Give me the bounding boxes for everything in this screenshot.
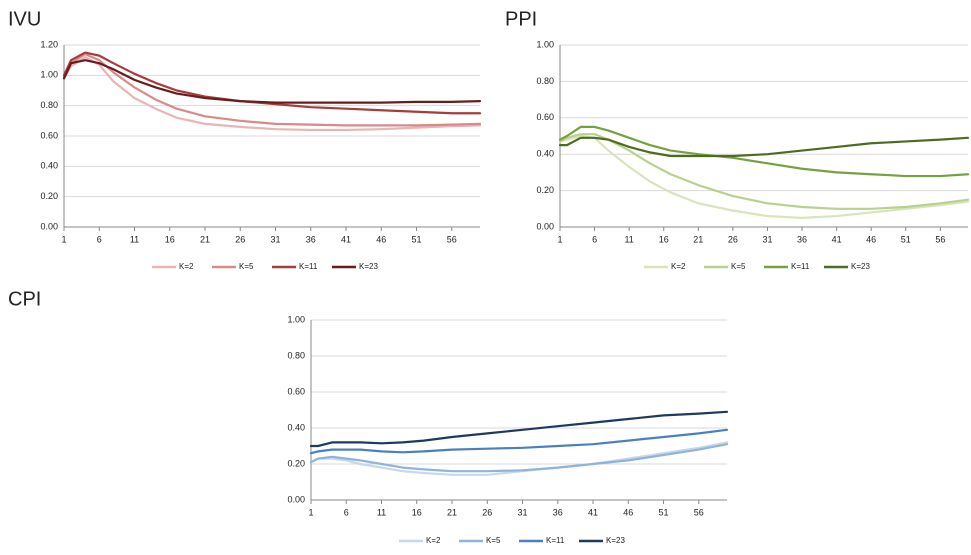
chart-title: CPI — [8, 288, 41, 310]
legend-label: K=5 — [239, 262, 254, 271]
x-tick-label: 41 — [832, 234, 842, 244]
x-tick-label: 6 — [97, 234, 102, 244]
chart-title: PPI — [505, 8, 537, 30]
y-tick-label: 0.40 — [536, 149, 554, 159]
x-tick-label: 31 — [518, 507, 528, 517]
x-tick-label: 1 — [61, 234, 66, 244]
legend-label: K=2 — [671, 262, 686, 271]
x-tick-label: 46 — [866, 234, 876, 244]
x-tick-label: 11 — [130, 234, 139, 244]
legend-label: K=23 — [359, 262, 378, 271]
x-tick-label: 51 — [659, 507, 669, 517]
x-tick-label: 1 — [557, 234, 562, 244]
x-tick-label: 36 — [553, 507, 563, 517]
series-line — [309, 410, 729, 448]
x-tick-label: 56 — [447, 234, 457, 244]
x-tick-label: 6 — [592, 234, 597, 244]
y-tick-label: 1.00 — [40, 70, 58, 80]
series-line — [62, 53, 482, 127]
x-tick-label: 11 — [377, 507, 386, 517]
y-tick-label: 0.20 — [287, 458, 305, 468]
y-tick-label: 1.20 — [40, 39, 58, 49]
y-tick-label: 0.00 — [40, 221, 58, 231]
y-tick-label: 0.40 — [40, 161, 58, 171]
series-line — [558, 125, 970, 178]
y-tick-label: 0.60 — [287, 386, 305, 396]
x-tick-label: 6 — [344, 507, 349, 517]
x-tick-label: 26 — [482, 507, 492, 517]
legend-label: K=11 — [299, 262, 318, 271]
x-tick-label: 51 — [901, 234, 911, 244]
x-tick-label: 56 — [935, 234, 945, 244]
x-tick-label: 16 — [659, 234, 669, 244]
series-line — [309, 428, 729, 455]
y-tick-label: 0.60 — [40, 130, 58, 140]
legend-label: K=2 — [179, 262, 194, 271]
y-tick-label: 0.60 — [536, 112, 554, 122]
x-tick-label: 26 — [235, 234, 245, 244]
y-tick-label: 0.40 — [287, 422, 305, 432]
legend-label: K=11 — [791, 262, 810, 271]
x-tick-label: 46 — [623, 507, 633, 517]
legend-label: K=23 — [851, 262, 870, 271]
y-tick-label: 0.00 — [536, 221, 554, 231]
x-tick-label: 46 — [376, 234, 386, 244]
x-tick-label: 21 — [200, 234, 210, 244]
x-tick-label: 16 — [412, 507, 422, 517]
y-tick-label: 0.00 — [287, 494, 305, 504]
y-tick-label: 0.20 — [40, 191, 58, 201]
x-tick-label: 36 — [797, 234, 807, 244]
x-tick-label: 1 — [308, 507, 313, 517]
series-line — [309, 443, 729, 473]
legend-label: K=5 — [731, 262, 746, 271]
x-tick-label: 11 — [624, 234, 633, 244]
series-line — [309, 441, 729, 476]
y-tick-label: 1.00 — [287, 314, 305, 324]
x-tick-label: 31 — [271, 234, 281, 244]
legend-label: K=5 — [486, 536, 501, 545]
series-line — [62, 59, 482, 104]
legend-label: K=2 — [426, 536, 441, 545]
chart-title: IVU — [8, 8, 41, 30]
x-tick-label: 51 — [412, 234, 422, 244]
y-tick-label: 0.80 — [287, 350, 305, 360]
series-line — [558, 136, 970, 158]
series-line — [62, 56, 482, 132]
x-tick-label: 36 — [306, 234, 316, 244]
legend-label: K=11 — [546, 536, 565, 545]
series-line — [62, 51, 482, 115]
y-tick-label: 0.20 — [536, 185, 554, 195]
x-tick-label: 31 — [762, 234, 772, 244]
series-line — [558, 133, 970, 210]
y-tick-label: 1.00 — [536, 39, 554, 49]
x-tick-label: 21 — [693, 234, 703, 244]
x-tick-label: 41 — [341, 234, 351, 244]
x-tick-label: 16 — [165, 234, 175, 244]
legend-label: K=23 — [606, 536, 625, 545]
x-tick-label: 21 — [447, 507, 457, 517]
x-tick-label: 41 — [588, 507, 598, 517]
y-tick-label: 0.80 — [536, 76, 554, 86]
y-tick-label: 0.80 — [40, 100, 58, 110]
x-tick-label: 26 — [728, 234, 738, 244]
x-tick-label: 56 — [694, 507, 704, 517]
